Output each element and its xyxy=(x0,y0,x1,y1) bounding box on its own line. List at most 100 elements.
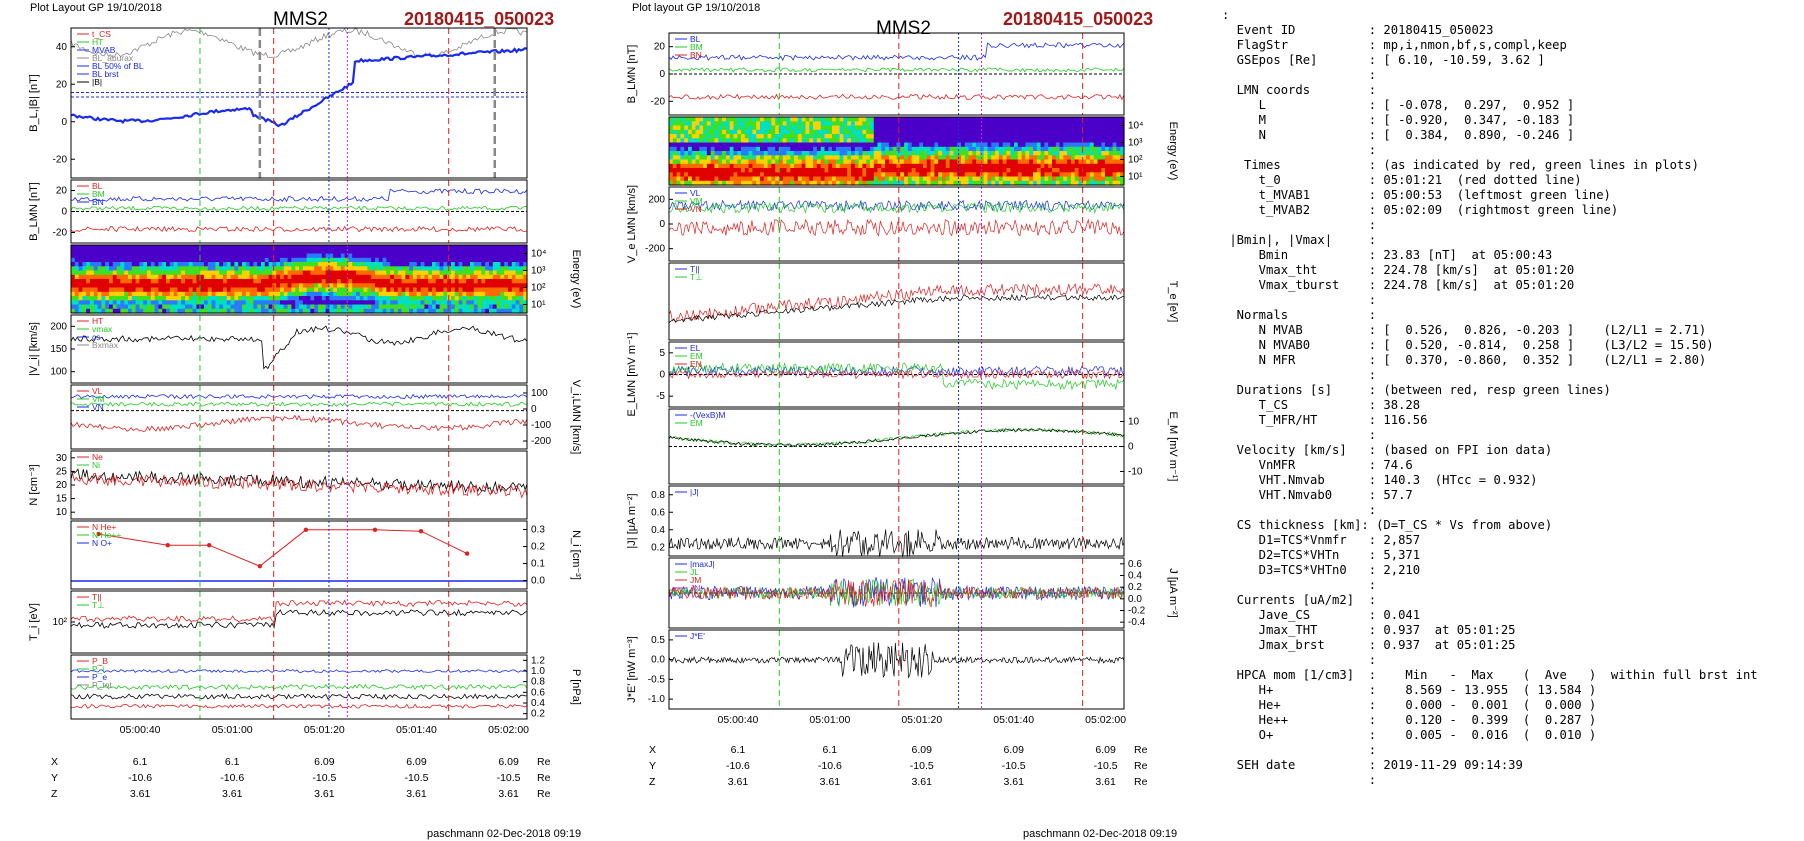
spectrogram-cell xyxy=(676,125,681,131)
spectrogram-cell xyxy=(972,125,977,131)
spectrogram-cell xyxy=(139,245,144,250)
spectrogram-cell xyxy=(756,125,761,131)
spectrogram-cell xyxy=(481,262,486,267)
spectrogram-cell xyxy=(409,274,414,280)
spectrogram-cell xyxy=(485,304,490,310)
spectrogram-cell xyxy=(192,262,197,267)
spectrogram-cell xyxy=(676,176,681,182)
spectrogram-cell xyxy=(858,159,863,165)
left-panel-frame xyxy=(70,590,528,654)
spectrogram-cell xyxy=(420,257,425,263)
spectrogram-cell xyxy=(1040,159,1045,165)
spectrogram-cell xyxy=(169,257,175,263)
spectrogram-cell xyxy=(938,129,943,135)
spectrogram-cell xyxy=(207,296,213,301)
spectrogram-cell xyxy=(710,134,716,139)
spectrogram-cell xyxy=(477,308,482,314)
spectrogram-cell xyxy=(1082,163,1087,169)
spectrogram-cell xyxy=(888,172,894,178)
spectrogram-cell xyxy=(253,270,258,276)
spectrogram-cell xyxy=(835,168,841,173)
spectrogram-cell xyxy=(211,245,216,250)
spectrogram-cell xyxy=(416,308,422,314)
spectrogram-cell xyxy=(756,151,761,156)
spectrogram-cell xyxy=(496,300,501,306)
spectrogram-cell xyxy=(325,287,330,293)
spectrogram-cell xyxy=(375,300,380,306)
spectrogram-cell xyxy=(729,151,735,156)
spectrogram-cell xyxy=(851,125,856,131)
spectrogram-cell xyxy=(462,283,467,289)
spectrogram-cell xyxy=(699,142,704,148)
spectrogram-cell xyxy=(1082,180,1087,186)
spectrogram-cell xyxy=(979,146,985,152)
spectrogram-cell xyxy=(961,121,966,127)
spectrogram-cell xyxy=(1006,176,1011,182)
spectrogram-cell xyxy=(154,270,159,276)
spectrogram-cell xyxy=(760,172,765,178)
spectrogram-cell xyxy=(508,300,513,306)
spectrogram-cell xyxy=(443,291,448,297)
spectrogram-cell xyxy=(782,138,788,144)
spectrogram-cell xyxy=(166,296,171,301)
spectrogram-cell xyxy=(995,151,1000,156)
spectrogram-cell xyxy=(386,300,391,306)
spectrogram-cell xyxy=(321,249,327,255)
spectrogram-cell xyxy=(299,283,304,289)
spectrogram-cell xyxy=(188,296,194,301)
spectrogram-cell xyxy=(782,172,788,178)
spectrogram-cell xyxy=(1040,176,1045,182)
spectrogram-cell xyxy=(942,121,947,127)
spectrogram-cell xyxy=(143,274,148,280)
spectrogram-cell xyxy=(976,146,981,152)
spectrogram-cell xyxy=(672,180,678,186)
spectrogram-cell xyxy=(797,176,803,182)
spectrogram-cell xyxy=(957,129,962,135)
spectrogram-cell xyxy=(508,287,513,293)
spectrogram-cell xyxy=(767,138,772,144)
spectrogram-cell xyxy=(261,257,266,263)
spectrogram-cell xyxy=(93,270,99,276)
spectrogram-cell xyxy=(242,279,247,284)
el-line xyxy=(668,365,1125,378)
spectrogram-cell xyxy=(143,270,148,276)
spectrogram-cell xyxy=(268,274,273,280)
spectrogram-cell xyxy=(128,253,133,259)
spectrogram-cell xyxy=(1021,176,1026,182)
vl-line xyxy=(70,393,528,400)
spectrogram-cell xyxy=(718,155,723,161)
spectrogram-cell xyxy=(854,172,860,178)
spectrogram-cell xyxy=(961,163,966,169)
spectrogram-cell xyxy=(78,257,83,263)
y-tick-label: 0.3 xyxy=(531,525,545,536)
spectrogram-cell xyxy=(219,308,224,314)
info-line: t_0 : 05:01:21 (red dotted line) xyxy=(1222,173,1582,187)
spectrogram-cell xyxy=(725,168,731,173)
spectrogram-cell xyxy=(680,138,685,144)
spectrogram-cell xyxy=(124,270,129,276)
spectrogram-cell xyxy=(741,142,746,148)
spectrogram-cell xyxy=(828,159,833,165)
spectrogram-cell xyxy=(1093,142,1099,148)
spectrogram-cell xyxy=(1002,129,1008,135)
spectrogram-cell xyxy=(215,304,220,310)
spectrogram-cell xyxy=(261,274,266,280)
spectrogram-cell xyxy=(367,253,372,259)
spectrogram-cell xyxy=(124,249,129,255)
spectrogram-cell xyxy=(1108,172,1114,178)
spectrogram-cell xyxy=(972,176,977,182)
spectrogram-cell xyxy=(470,262,475,267)
spectrogram-cell xyxy=(752,138,757,144)
spectrogram-cell xyxy=(496,249,501,255)
spectrogram-cell xyxy=(481,291,486,297)
spectrogram-cell xyxy=(344,274,349,280)
spectrogram-cell xyxy=(1029,151,1034,156)
spectrogram-cell xyxy=(321,274,327,280)
spectrogram-cell xyxy=(397,296,403,301)
spectrogram-cell xyxy=(779,138,784,144)
spectrogram-cell xyxy=(82,279,87,284)
y-tick-label: 0 xyxy=(61,117,67,128)
spectrogram-cell xyxy=(150,283,156,289)
spectrogram-cell xyxy=(397,291,403,297)
spectrogram-cell xyxy=(839,151,844,156)
